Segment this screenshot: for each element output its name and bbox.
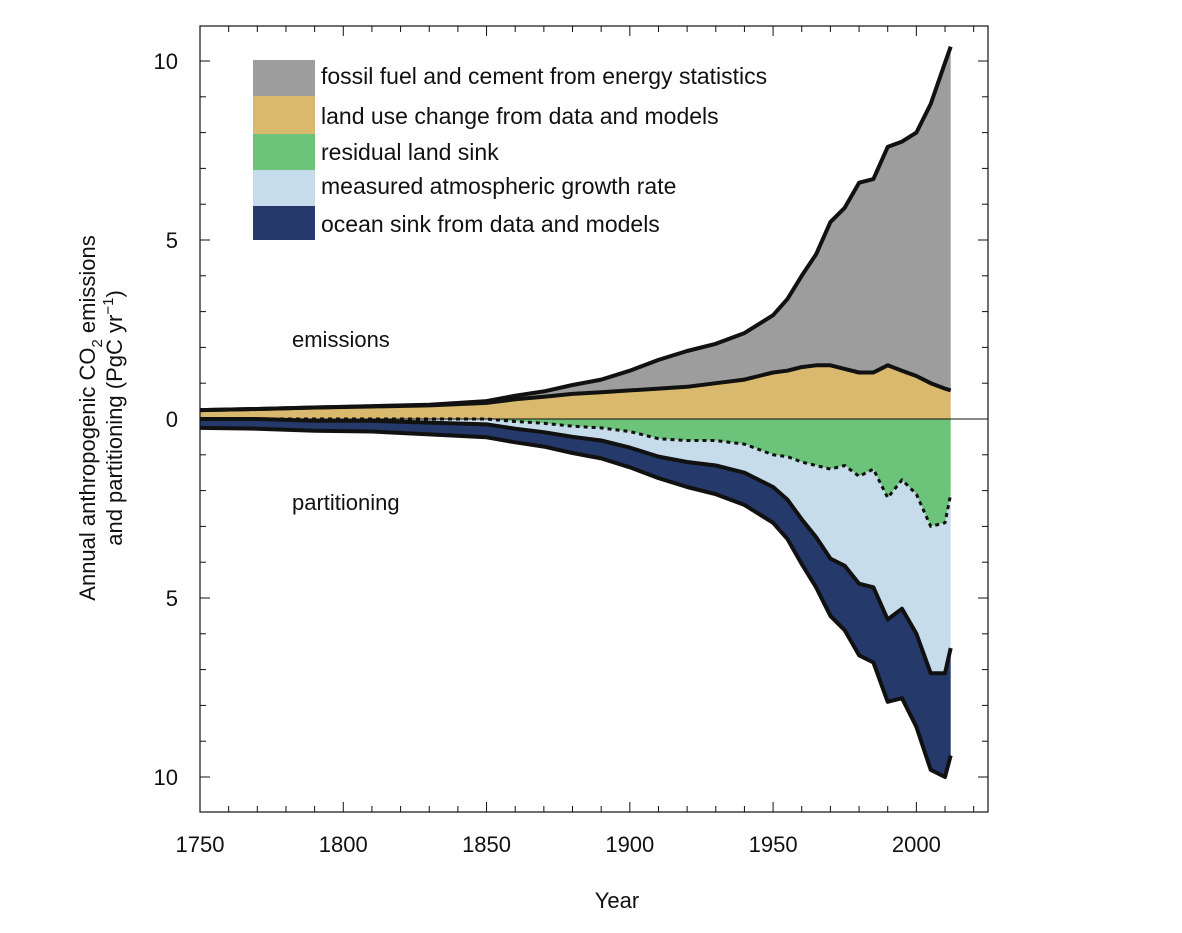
legend-label: land use change from data and models: [321, 103, 719, 129]
land-use-area: [200, 365, 951, 419]
y-axis-title: Annual anthropogenic CO2 emissions and p…: [75, 235, 127, 600]
y-axis-title-line1: Annual anthropogenic CO2 emissions: [75, 235, 106, 600]
emissions-label: emissions: [292, 327, 390, 352]
legend-label: measured atmospheric growth rate: [321, 173, 676, 199]
legend-swatch-fossil: [253, 60, 315, 96]
y-tick-label: 10: [154, 49, 178, 74]
x-tick-label: 1800: [319, 832, 368, 857]
land-use-line: [199, 363, 952, 413]
partitioning-label: partitioning: [292, 490, 400, 515]
ocean-sink-line: [199, 425, 953, 779]
y-axis-title-line2: and partitioning (PgC yr−1): [100, 290, 127, 546]
atmosphere-line: [200, 417, 953, 676]
y-tick-label: 10: [154, 765, 178, 790]
y-tick-labels: 10 5 0 5 10: [154, 49, 178, 790]
legend-item: ocean sink from data and models: [253, 206, 660, 240]
chart-areas: [199, 46, 953, 779]
x-tick-label: 1850: [462, 832, 511, 857]
legend-item: measured atmospheric growth rate: [253, 170, 676, 206]
x-tick-label: 1750: [176, 832, 225, 857]
legend-label: residual land sink: [321, 139, 499, 165]
legend-swatch-atmosphere: [253, 170, 315, 206]
legend-swatch-ocean: [253, 206, 315, 240]
x-axis-title: Year: [595, 888, 639, 913]
axis-ticks: [199, 26, 988, 812]
legend-label: ocean sink from data and models: [321, 211, 660, 237]
legend-item: land use change from data and models: [253, 96, 719, 134]
y-tick-label: 5: [166, 586, 178, 611]
y-tick-label: 5: [166, 228, 178, 253]
legend-item: residual land sink: [253, 134, 499, 170]
x-tick-label: 2000: [892, 832, 941, 857]
legend-swatch-land-use: [253, 96, 315, 134]
x-tick-label: 1950: [749, 832, 798, 857]
legend-item: fossil fuel and cement from energy stati…: [253, 60, 767, 96]
land-sink-area: [200, 419, 951, 527]
legend-swatch-land-sink: [253, 134, 315, 170]
ocean-sink-area: [200, 419, 951, 777]
legend-label: fossil fuel and cement from energy stati…: [321, 63, 767, 89]
x-tick-label: 1900: [605, 832, 654, 857]
y-tick-label: 0: [166, 407, 178, 432]
legend: fossil fuel and cement from energy stati…: [253, 60, 767, 240]
x-tick-labels: 1750 1800 1850 1900 1950 2000: [176, 832, 941, 857]
